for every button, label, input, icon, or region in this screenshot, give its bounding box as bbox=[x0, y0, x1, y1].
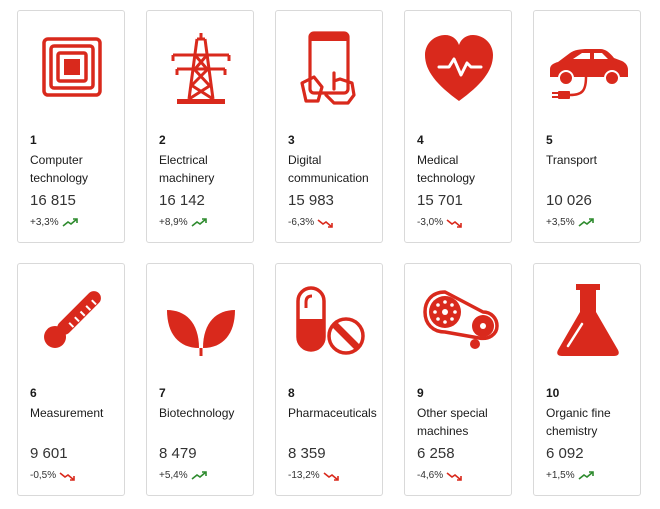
trend-up-icon bbox=[578, 470, 594, 480]
change-percent: -6,3% bbox=[288, 217, 315, 228]
card-label: Digital communication bbox=[288, 153, 369, 185]
change-percent: +8,9% bbox=[159, 217, 188, 228]
trend-down-icon bbox=[59, 471, 75, 481]
card-transport[interactable]: 5 Transport 10 026 +3,5% bbox=[533, 10, 641, 243]
card-digital-communication[interactable]: 3 Digital communication 15 983 -6,3% bbox=[275, 10, 383, 243]
change-percent: +3,5% bbox=[546, 217, 575, 228]
card-label: Organic fine chemistry bbox=[546, 406, 611, 438]
tablet-hand-icon bbox=[288, 25, 372, 109]
card-value: 16 815 bbox=[30, 192, 76, 209]
change-percent: -0,5% bbox=[30, 470, 57, 481]
leaves-icon bbox=[159, 278, 243, 362]
card-label: Biotechnology bbox=[159, 406, 235, 420]
power-pylon-icon bbox=[159, 25, 243, 109]
card-value: 15 701 bbox=[417, 192, 463, 209]
card-value: 8 479 bbox=[159, 445, 197, 462]
card-change: +3,5% bbox=[546, 217, 596, 228]
card-label: Transport bbox=[546, 153, 597, 167]
card-change: -3,0% bbox=[417, 217, 464, 228]
card-value: 8 359 bbox=[288, 445, 326, 462]
rfid-chip-icon bbox=[30, 25, 114, 109]
card-organic-fine-chemistry[interactable]: 10 Organic fine chemistry 6 092 +1,5% bbox=[533, 263, 641, 496]
change-percent: -3,0% bbox=[417, 217, 444, 228]
change-percent: +1,5% bbox=[546, 470, 575, 481]
card-pharmaceuticals[interactable]: 8 Pharmaceuticals 8 359 -13,2% bbox=[275, 263, 383, 496]
card-label: Pharmaceuticals bbox=[288, 406, 377, 420]
card-label: Electrical machinery bbox=[159, 153, 215, 185]
card-computer-technology[interactable]: 1 Computer technology 16 815 +3,3% bbox=[17, 10, 125, 243]
card-biotechnology[interactable]: 7 Biotechnology 8 479 +5,4% bbox=[146, 263, 254, 496]
pills-icon bbox=[288, 278, 372, 362]
card-rank: 6 bbox=[30, 386, 37, 400]
card-rank: 8 bbox=[288, 386, 295, 400]
card-rank: 3 bbox=[288, 133, 295, 147]
card-rank: 4 bbox=[417, 133, 424, 147]
card-change: +1,5% bbox=[546, 470, 596, 481]
heart-pulse-icon bbox=[417, 25, 501, 109]
card-label: Measurement bbox=[30, 406, 104, 420]
card-other-special-machines[interactable]: 9 Other special machines 6 258 -4,6% bbox=[404, 263, 512, 496]
card-change: +5,4% bbox=[159, 470, 209, 481]
card-value: 10 026 bbox=[546, 192, 592, 209]
card-label: Computer technology bbox=[30, 153, 89, 185]
change-percent: +5,4% bbox=[159, 470, 188, 481]
card-change: -0,5% bbox=[30, 470, 77, 481]
change-percent: +3,3% bbox=[30, 217, 59, 228]
card-change: -13,2% bbox=[288, 470, 341, 481]
card-rank: 7 bbox=[159, 386, 166, 400]
card-rank: 10 bbox=[546, 386, 560, 400]
card-rank: 5 bbox=[546, 133, 553, 147]
trend-down-icon bbox=[446, 471, 462, 481]
trend-down-icon bbox=[446, 218, 462, 228]
card-rank: 2 bbox=[159, 133, 166, 147]
card-value: 9 601 bbox=[30, 445, 68, 462]
card-value: 6 258 bbox=[417, 445, 455, 462]
card-rank: 1 bbox=[30, 133, 37, 147]
card-value: 6 092 bbox=[546, 445, 584, 462]
trend-down-icon bbox=[323, 471, 339, 481]
card-value: 16 142 bbox=[159, 192, 205, 209]
gear-belt-icon bbox=[417, 278, 501, 362]
card-change: -6,3% bbox=[288, 217, 335, 228]
card-value: 15 983 bbox=[288, 192, 334, 209]
card-label: Other special machines bbox=[417, 406, 488, 438]
card-measurement[interactable]: 6 Measurement 9 601 -0,5% bbox=[17, 263, 125, 496]
card-change: +3,3% bbox=[30, 217, 80, 228]
card-electrical-machinery[interactable]: 2 Electrical machinery 16 142 +8,9% bbox=[146, 10, 254, 243]
trend-up-icon bbox=[578, 217, 594, 227]
card-medical-technology[interactable]: 4 Medical technology 15 701 -3,0% bbox=[404, 10, 512, 243]
change-percent: -13,2% bbox=[288, 470, 320, 481]
card-change: -4,6% bbox=[417, 470, 464, 481]
card-change: +8,9% bbox=[159, 217, 209, 228]
trend-up-icon bbox=[62, 217, 78, 227]
thermometer-icon bbox=[30, 278, 114, 362]
trend-down-icon bbox=[317, 218, 333, 228]
flask-icon bbox=[546, 278, 630, 362]
trend-up-icon bbox=[191, 217, 207, 227]
trend-up-icon bbox=[191, 470, 207, 480]
electric-car-icon bbox=[546, 25, 630, 109]
card-label: Medical technology bbox=[417, 153, 476, 185]
card-rank: 9 bbox=[417, 386, 424, 400]
change-percent: -4,6% bbox=[417, 470, 444, 481]
